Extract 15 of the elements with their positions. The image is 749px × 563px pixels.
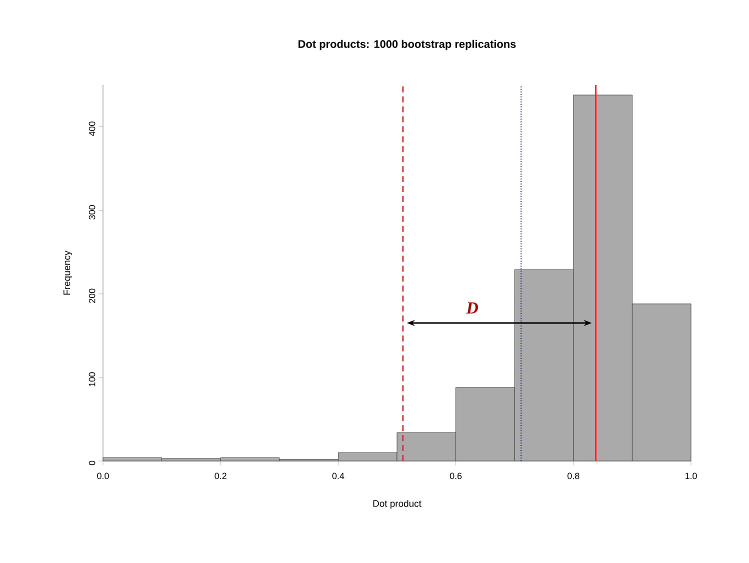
x-tick-label: 0.2	[214, 472, 226, 480]
x-tick-label: 0.4	[332, 472, 344, 480]
chart-title: Dot products: 1000 bootstrap replications	[298, 40, 516, 50]
y-tick-label: 0	[88, 460, 96, 466]
annotation: D	[466, 302, 478, 314]
y-tick-label: 300	[88, 205, 96, 220]
y-axis-title: Frequency	[64, 250, 72, 295]
y-tick-label: 400	[88, 122, 96, 136]
x-tick-label: 0.6	[450, 472, 462, 480]
y-tick-label: 200	[88, 288, 96, 303]
x-axis-title: Dot product	[373, 500, 422, 509]
x-tick-label: 1.0	[685, 472, 697, 480]
x-tick-label: 0.0	[97, 472, 109, 480]
x-tick-label: 0.8	[568, 472, 580, 480]
y-tick-label: 100	[88, 372, 96, 386]
